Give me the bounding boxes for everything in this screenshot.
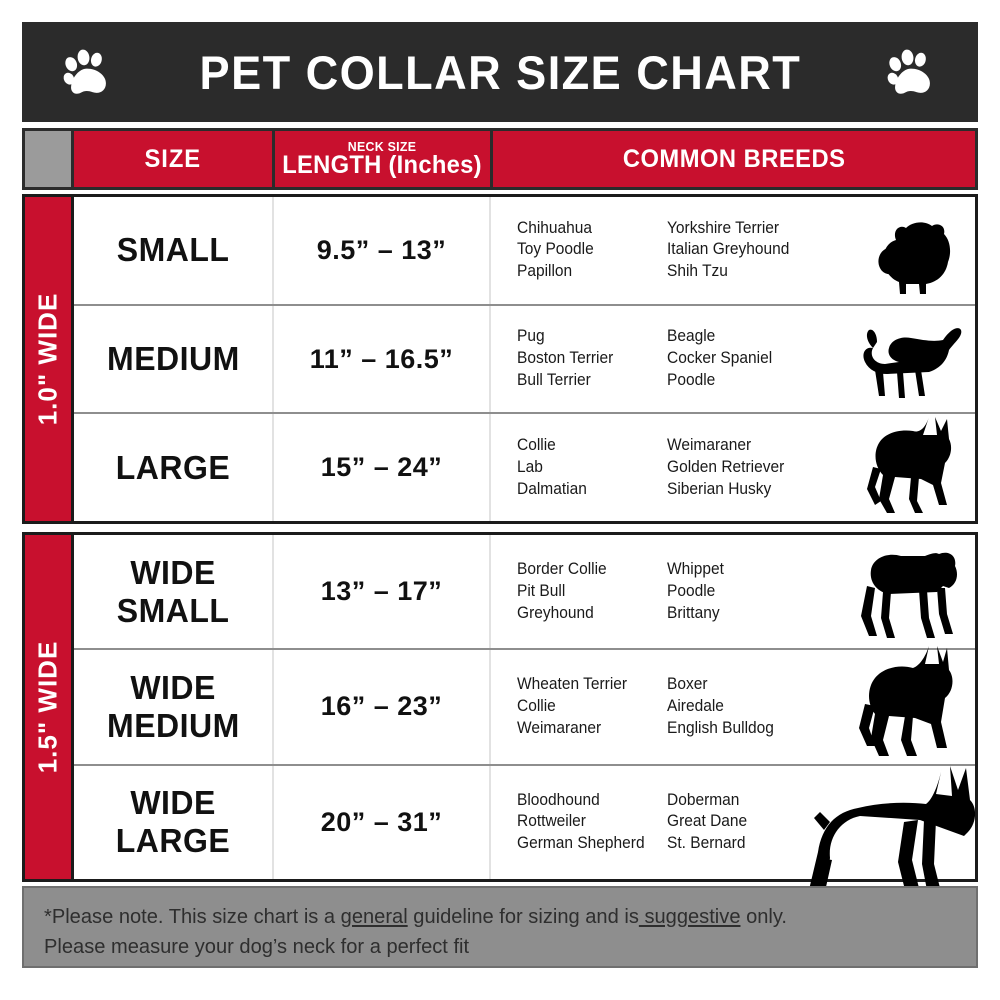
footer-text-a: *Please note. This size chart is a bbox=[44, 905, 341, 928]
row-size-label: SMALL bbox=[116, 231, 230, 269]
breed-column-2: Beagle Cocker Spaniel Poodle bbox=[667, 327, 773, 389]
row-size: MEDIUM bbox=[74, 305, 274, 413]
row-length: 9.5” – 13” bbox=[274, 197, 491, 304]
breed-column-2: Doberman Great Dane St. Bernard bbox=[667, 790, 748, 853]
row-size: LARGE bbox=[74, 414, 274, 522]
section-label-1-5-wide: 1.5" WIDE bbox=[25, 535, 71, 879]
section-label-1-0-wide: 1.0" WIDE bbox=[25, 197, 71, 521]
row-size: WIDE MEDIUM bbox=[74, 650, 274, 764]
column-header-breeds-label: COMMON BREEDS bbox=[622, 144, 846, 173]
section-label-text: 1.5" WIDE bbox=[32, 640, 63, 774]
column-header-length: NECK SIZE LENGTH (Inches) bbox=[275, 131, 490, 187]
beagle-dog-silhouette-icon bbox=[863, 328, 962, 399]
section-1-0-wide: 1.0" WIDE SMALL 9.5” – 13” Chihuahua Toy … bbox=[22, 194, 978, 524]
paw-print-icon bbox=[887, 49, 930, 94]
row-breeds: Bloodhound Rottweiler German Shepherd Dobe… bbox=[491, 766, 975, 879]
section-1-5-wide: 1.5" WIDE WIDE SMALL 13” – 17” Border Co… bbox=[22, 532, 978, 882]
footer-line-1: *Please note. This size chart is a gener… bbox=[44, 902, 957, 932]
row-breeds: Collie Lab Dalmatian Weimaraner Golden Retr… bbox=[491, 414, 975, 521]
breed-column-1: Chihuahua Toy Poodle Papillon bbox=[517, 218, 594, 281]
table-row: WIDE LARGE 20” – 31” Bloodhound Rottweile… bbox=[74, 765, 975, 879]
table-row: WIDE MEDIUM 16” – 23” Wheaten Terrier Col… bbox=[74, 645, 975, 766]
husky-dog-silhouette-icon bbox=[867, 417, 952, 514]
section-rows: WIDE SMALL 13” – 17” Border Collie Pit Bu… bbox=[74, 535, 975, 879]
row-size-label: WIDE bbox=[130, 784, 216, 822]
footer-line-2: Please measure your dog’s neck for a per… bbox=[44, 934, 470, 958]
row-breeds: Chihuahua Toy Poodle Papillon Yorkshire Te… bbox=[491, 197, 975, 304]
row-length: 13” – 17” bbox=[274, 535, 491, 649]
table-row: LARGE 15” – 24” Collie Lab Dalmatian Weima… bbox=[74, 414, 975, 522]
row-breeds: Wheaten Terrier Collie Weimaraner Boxer Air… bbox=[491, 645, 975, 763]
row-size: WIDE SMALL bbox=[74, 535, 274, 649]
paw-print-icon bbox=[63, 49, 106, 94]
column-header-breeds: COMMON BREEDS bbox=[493, 131, 975, 187]
footer-text-c: only. bbox=[740, 905, 788, 928]
row-size-label: WIDE bbox=[130, 669, 216, 707]
row-size-label: WIDE bbox=[130, 553, 216, 591]
row-size-label-2: MEDIUM bbox=[106, 706, 240, 744]
row-size: WIDE LARGE bbox=[74, 765, 274, 879]
breed-column-2: Yorkshire Terrier Italian Greyhound Shih T… bbox=[667, 218, 790, 281]
breed-column-1: Bloodhound Rottweiler German Shepherd bbox=[517, 790, 645, 853]
breed-column-1: Wheaten Terrier Collie Weimaraner bbox=[517, 675, 628, 737]
footer-underline-general: general bbox=[340, 905, 408, 928]
column-header-neck-size-label: NECK SIZE bbox=[348, 138, 417, 154]
row-size-label: MEDIUM bbox=[106, 340, 240, 378]
row-length: 16” – 23” bbox=[274, 650, 491, 764]
row-size-label-2: SMALL bbox=[116, 591, 230, 629]
row-breeds: Pug Boston Terrier Bull Terrier Beagle Cock… bbox=[491, 306, 975, 413]
column-header-spacer bbox=[25, 131, 71, 187]
page-title: PET COLLAR SIZE CHART bbox=[199, 45, 801, 99]
row-length: 11” – 16.5” bbox=[274, 305, 491, 413]
breed-column-1: Pug Boston Terrier Bull Terrier bbox=[517, 327, 614, 389]
row-size-label-2: LARGE bbox=[115, 822, 231, 860]
column-header-size-label: SIZE bbox=[144, 144, 202, 173]
footer-note: *Please note. This size chart is a gener… bbox=[22, 886, 978, 968]
bulldog-silhouette-icon bbox=[861, 553, 957, 639]
row-size-label: LARGE bbox=[115, 448, 231, 486]
column-header-size: SIZE bbox=[74, 131, 272, 187]
row-breeds: Border Collie Pit Bull Greyhound Whippet Po… bbox=[491, 535, 975, 648]
small-fluffy-dog-silhouette-icon bbox=[878, 222, 951, 294]
breed-column-1: Border Collie Pit Bull Greyhound bbox=[517, 560, 607, 622]
breed-column-1: Collie Lab Dalmatian bbox=[517, 436, 587, 498]
breed-column-2: Boxer Airedale English Bulldog bbox=[667, 675, 774, 737]
section-label-text: 1.0" WIDE bbox=[32, 292, 63, 426]
footer-underline-suggestive: suggestive bbox=[638, 905, 741, 928]
row-size: SMALL bbox=[74, 197, 274, 304]
table-row: WIDE SMALL 13” – 17” Border Collie Pit Bu… bbox=[74, 535, 975, 651]
chart-header: PET COLLAR SIZE CHART bbox=[22, 22, 978, 122]
column-header-length-label: LENGTH (Inches) bbox=[282, 150, 483, 179]
row-length: 15” – 24” bbox=[274, 414, 491, 522]
table-row: MEDIUM 11” – 16.5” Pug Boston Terrier Bull… bbox=[74, 305, 975, 415]
footer-text-b: guideline for sizing and is bbox=[407, 905, 639, 928]
boxer-dog-silhouette-icon bbox=[859, 645, 953, 756]
table-column-header: SIZE NECK SIZE LENGTH (Inches) COMMON BR… bbox=[22, 128, 978, 190]
breed-column-2: Weimaraner Golden Retriever Siberian Husky bbox=[667, 436, 785, 498]
row-length: 20” – 31” bbox=[274, 765, 491, 879]
table-row: SMALL 9.5” – 13” Chihuahua Toy Poodle Papi… bbox=[74, 197, 975, 306]
breed-column-2: Whippet Poodle Brittany bbox=[667, 560, 724, 622]
section-rows: SMALL 9.5” – 13” Chihuahua Toy Poodle Papi… bbox=[74, 197, 975, 522]
